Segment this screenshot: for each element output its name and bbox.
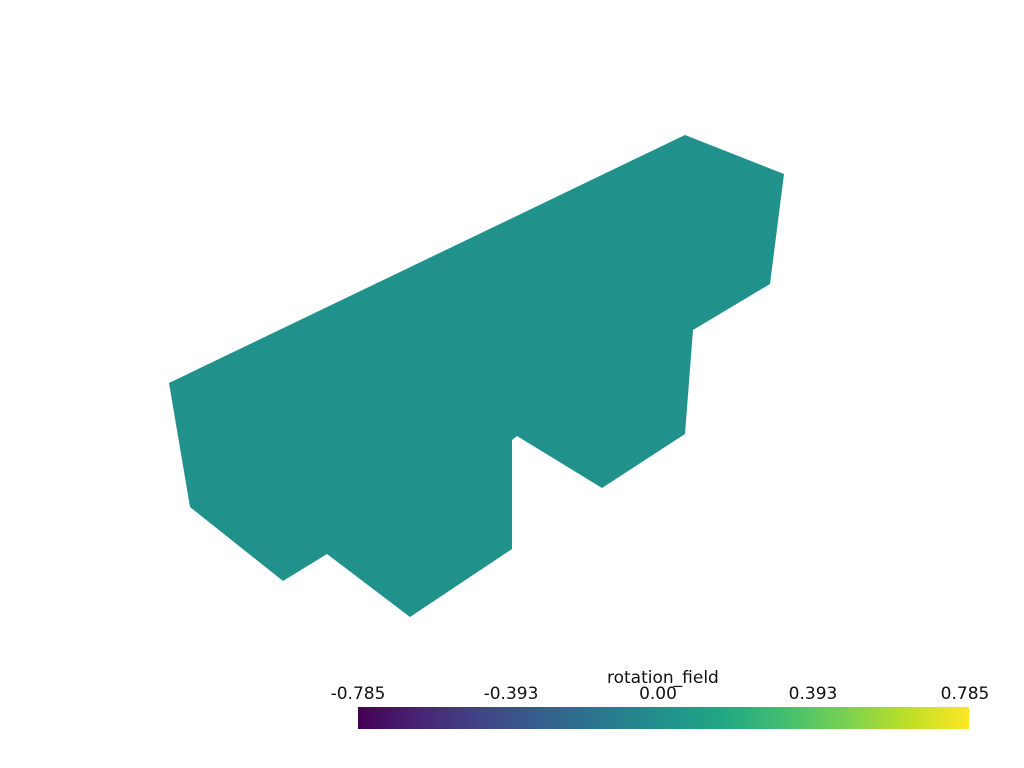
colorbar-tick-high: 0.393 xyxy=(788,684,838,704)
colorbar-tick-low: -0.393 xyxy=(483,684,539,704)
scalar-colorbar: rotation_field -0.785 -0.393 0.00 0.393 … xyxy=(320,668,1010,738)
colorbar-title: rotation_field xyxy=(607,668,719,688)
colorbar-tick-min: -0.785 xyxy=(330,684,386,704)
mesh-surface xyxy=(169,135,784,617)
colorbar-gradient xyxy=(358,707,969,729)
colorbar-tick-mid: 0.00 xyxy=(639,684,677,704)
colorbar-tick-max: 0.785 xyxy=(940,684,990,704)
